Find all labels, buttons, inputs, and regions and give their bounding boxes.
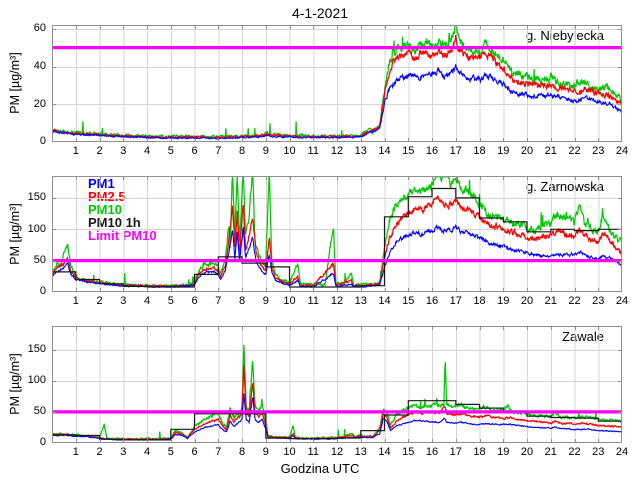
x-tick-label: 12 [330, 446, 344, 458]
x-tick-label: 16 [425, 295, 439, 307]
x-tick-label: 23 [592, 145, 605, 157]
y-tick-label: 50 [33, 254, 46, 267]
x-tick-label: 24 [615, 295, 629, 307]
x-tick-label: 14 [378, 295, 391, 307]
x-tick-label: 17 [449, 145, 462, 157]
x-tick-label: 11 [307, 295, 319, 307]
x-tick-label: 23 [592, 446, 605, 458]
x-tick-label: 6 [191, 295, 198, 307]
x-tick-label: 13 [354, 145, 367, 157]
chart-title: 4-1-2021 [291, 5, 349, 21]
x-tick-label: 9 [262, 446, 269, 458]
y-tick-label: 20 [33, 97, 46, 110]
x-tick-label: 6 [191, 446, 198, 458]
x-tick-label: 13 [354, 295, 367, 307]
pm1-line [52, 64, 622, 140]
grid [52, 176, 622, 292]
x-tick-label: 22 [568, 145, 581, 157]
x-tick-label: 15 [402, 145, 415, 157]
x-tick-label: 6 [191, 145, 198, 157]
x-tick-label: 22 [568, 446, 581, 458]
x-tick-label: 18 [473, 145, 486, 157]
x-tick-label: 24 [615, 446, 629, 458]
x-tick-label: 5 [167, 295, 174, 307]
x-tick-label: 8 [238, 446, 246, 458]
x-tick-label: 10 [283, 446, 296, 458]
y-tick-label: 0 [39, 285, 46, 297]
x-tick-label: 10 [283, 145, 296, 157]
axes-frame [52, 176, 622, 292]
x-tick-label: 15 [402, 295, 415, 307]
x-tick-label: 24 [615, 145, 629, 157]
x-tick-label: 7 [215, 446, 222, 458]
x-tick-label: 21 [544, 145, 557, 157]
x-tick-label: 16 [425, 145, 439, 157]
x-tick-label: 20 [520, 295, 534, 307]
x-tick-label: 3 [120, 145, 127, 157]
x-tick-label: 9 [262, 145, 269, 157]
x-tick-label: 20 [520, 145, 534, 157]
x-tick-label: 2 [96, 145, 103, 157]
y-tick-label: 40 [33, 60, 46, 73]
plot-area-2 [52, 326, 622, 443]
axes-frame [52, 25, 622, 142]
y-tick-label: 0 [39, 436, 46, 448]
y-tick-label: 150 [27, 343, 46, 356]
x-tick-label: 1 [72, 295, 79, 307]
x-tick-label: 11 [307, 446, 319, 458]
x-tick-label: 9 [262, 295, 269, 307]
plot-area-1 [52, 176, 622, 292]
x-tick-label: 13 [354, 446, 367, 458]
x-axis-label: Godzina UTC [280, 461, 360, 476]
x-tick-label: 17 [449, 446, 462, 458]
axes-frame [52, 326, 622, 443]
x-tick-label: 2 [96, 295, 103, 307]
x-tick-label: 18 [473, 295, 486, 307]
x-tick-label: 4 [143, 295, 151, 307]
x-tick-label: 12 [330, 295, 344, 307]
x-tick-label: 16 [425, 446, 439, 458]
x-tick-label: 7 [215, 145, 222, 157]
x-tick-label: 19 [497, 295, 510, 307]
x-tick-label: 1 [72, 145, 79, 157]
grid [52, 326, 622, 443]
y-tick-label: 100 [27, 222, 46, 235]
plot-area-0 [52, 25, 622, 142]
x-tick-label: 8 [238, 295, 246, 307]
x-tick-label: 8 [238, 145, 246, 157]
x-tick-label: 3 [120, 446, 127, 458]
x-tick-label: 21 [544, 446, 557, 458]
x-tick-label: 3 [120, 295, 127, 307]
y-tick-label: 100 [27, 374, 46, 387]
x-tick-label: 21 [544, 295, 557, 307]
x-tick-label: 2 [96, 446, 103, 458]
x-tick-label: 10 [283, 295, 296, 307]
y-tick-label: 0 [39, 135, 46, 147]
x-tick-label: 5 [167, 446, 174, 458]
y-tick-label: 50 [33, 405, 46, 418]
x-tick-label: 18 [473, 446, 486, 458]
x-tick-label: 17 [449, 295, 462, 307]
x-tick-label: 12 [330, 145, 344, 157]
x-tick-label: 14 [378, 446, 391, 458]
y-tick-label: 150 [27, 191, 46, 204]
x-tick-label: 20 [520, 446, 534, 458]
x-tick-label: 19 [497, 446, 510, 458]
x-tick-label: 15 [402, 446, 415, 458]
x-tick-label: 4 [143, 446, 151, 458]
x-tick-label: 22 [568, 295, 581, 307]
y-tick-label: 60 [33, 22, 46, 35]
x-tick-label: 7 [215, 295, 222, 307]
x-tick-label: 23 [592, 295, 605, 307]
x-tick-label: 5 [167, 145, 174, 157]
x-tick-label: 11 [307, 145, 319, 157]
pm10-1h-line [52, 187, 622, 288]
x-tick-label: 1 [72, 446, 79, 458]
x-tick-label: 19 [497, 145, 510, 157]
x-tick-label: 14 [378, 145, 391, 157]
x-tick-label: 4 [143, 145, 151, 157]
